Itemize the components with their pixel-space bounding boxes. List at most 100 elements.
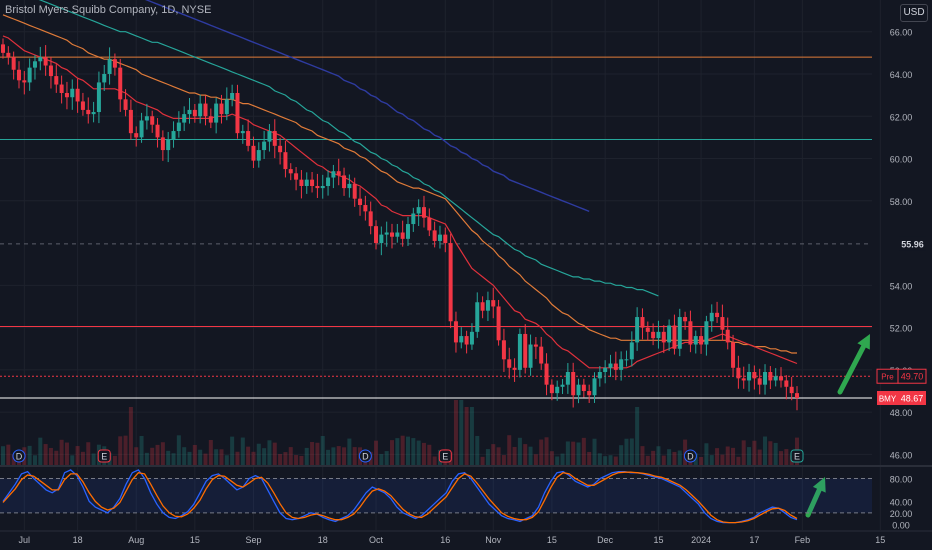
candle-body: [395, 232, 400, 237]
candle-body: [288, 169, 293, 174]
volume-bar: [336, 446, 341, 465]
candle-body: [294, 173, 299, 180]
candle-body: [795, 393, 799, 398]
candle-body: [150, 116, 155, 125]
candle-body: [320, 186, 325, 189]
candle-body: [208, 116, 213, 123]
volume-bar: [91, 453, 96, 465]
volume-bar: [480, 456, 485, 465]
candle-body: [187, 109, 192, 115]
bmy-price-label: 48.67: [901, 393, 924, 403]
volume-bar: [1, 446, 5, 465]
candle-body: [54, 76, 59, 85]
volume-bar: [533, 454, 538, 465]
volume-bar: [38, 437, 43, 465]
volume-bar: [613, 456, 618, 465]
volume-bar: [427, 444, 432, 465]
volume-bar: [32, 455, 37, 465]
candle-body: [789, 386, 794, 394]
volume-bar: [517, 437, 522, 465]
candle-body: [203, 103, 208, 117]
event-marker-circle: [358, 449, 372, 463]
volume-bar: [405, 436, 410, 465]
volume-bar: [80, 451, 85, 465]
candle-body: [171, 131, 176, 140]
volume-bar: [752, 440, 757, 465]
candle-body: [443, 234, 448, 244]
candle-body: [645, 327, 650, 332]
stoch-k-line: [2, 469, 798, 524]
arrow-shaft: [837, 343, 867, 395]
volume-bar: [400, 435, 405, 465]
candle-body: [400, 232, 405, 239]
volume-bar: [390, 440, 395, 465]
candle-body: [32, 61, 37, 68]
volume-bar: [86, 442, 91, 465]
volume-bar: [59, 439, 64, 465]
volume-bar: [75, 446, 80, 465]
candle-body: [176, 122, 181, 132]
event-marker-circle: [683, 449, 697, 463]
volume-bar: [198, 449, 203, 465]
candle-body: [667, 325, 672, 343]
volume-bar: [192, 444, 197, 465]
volume-bar: [720, 454, 725, 465]
candle-body: [214, 103, 219, 123]
volume-bar: [176, 435, 181, 465]
candle-body: [182, 114, 187, 123]
volume-bar: [576, 442, 581, 465]
volume-bar: [123, 435, 128, 465]
time-axis-tick: 18: [318, 535, 328, 545]
candle-body: [80, 101, 85, 110]
candle-body: [539, 346, 544, 364]
volume-bar: [656, 446, 661, 465]
volume-bar: [118, 436, 123, 465]
volume-bar: [310, 442, 315, 465]
volume-bar: [555, 456, 560, 465]
candle-body: [651, 331, 656, 339]
event-marker-box: [438, 449, 452, 463]
volume-bar: [272, 442, 277, 465]
event-marker-label: E: [442, 452, 448, 462]
candle-body: [528, 344, 533, 368]
candle-body: [246, 131, 251, 146]
candle-body: [283, 152, 288, 170]
volume-bar: [144, 452, 149, 465]
volume-bar: [166, 450, 171, 465]
candle-body: [379, 234, 384, 244]
volume-bar: [699, 456, 704, 465]
candle-body: [112, 59, 117, 68]
candle-body: [251, 145, 256, 161]
volume-bar: [416, 440, 421, 465]
candle-body: [336, 171, 341, 176]
candle-body: [123, 99, 128, 110]
volume-bar: [187, 451, 192, 465]
candle-body: [704, 321, 709, 345]
event-marker-box: [97, 449, 111, 463]
volume-bar: [262, 448, 267, 465]
event-marker-label: E: [101, 452, 107, 462]
time-axis-tick: 15: [547, 535, 557, 545]
volume-bar: [512, 446, 517, 465]
candle-body: [464, 336, 469, 345]
candle-body: [715, 312, 720, 318]
volume-bar: [374, 440, 379, 465]
candle-body: [390, 232, 395, 237]
volume-bar: [544, 437, 549, 465]
volume-bar: [214, 449, 219, 465]
candle-body: [118, 67, 123, 100]
candle-body: [374, 226, 379, 244]
candle-body: [384, 232, 389, 235]
currency-button[interactable]: USD: [900, 4, 928, 22]
volume-bar: [581, 437, 586, 465]
event-marker-label: D: [16, 452, 23, 462]
volume-bar: [421, 442, 426, 465]
pre-price-label: 49.70: [901, 372, 924, 382]
candle-body: [619, 359, 624, 370]
candle-body: [272, 131, 277, 146]
candle-body: [512, 367, 517, 370]
candle-body: [448, 243, 453, 322]
volume-bar: [549, 451, 554, 465]
candle-body: [640, 317, 645, 328]
